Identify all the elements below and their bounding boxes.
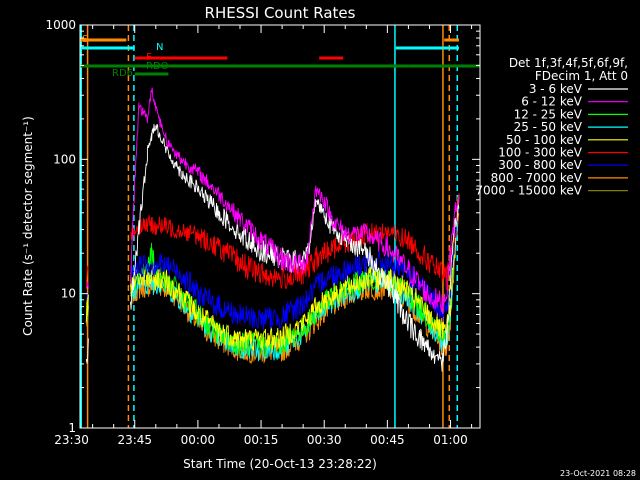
x-tick-label: 23:45 <box>117 433 152 447</box>
y-tick-label: 1 <box>68 421 76 435</box>
series-line <box>85 87 460 314</box>
chart-title: RHESSI Count Rates <box>205 4 356 22</box>
legend-entry-label: 7000 - 15000 keV <box>475 184 582 198</box>
x-tick-label: 00:45 <box>370 433 405 447</box>
legend-entry-label: 800 - 7000 keV <box>491 171 583 185</box>
x-tick-label: 00:15 <box>244 433 279 447</box>
legend-entry-label: 50 - 100 keV <box>506 133 583 147</box>
y-tick-label: 1000 <box>45 18 76 32</box>
legend-header: FDecim 1, Att 0 <box>535 69 628 83</box>
x-tick-label: 00:00 <box>181 433 216 447</box>
footer-timestamp: 23-Oct-2021 08:28 <box>560 469 636 478</box>
flag-label: RD6 <box>112 68 133 79</box>
legend-entry-label: 100 - 300 keV <box>498 146 582 160</box>
y-tick-label: 100 <box>53 152 76 166</box>
series-line <box>85 194 460 351</box>
flag-label: F <box>146 52 152 63</box>
legend-entry-label: 6 - 12 keV <box>521 95 583 109</box>
legend-entry-label: 3 - 6 keV <box>529 82 583 96</box>
x-axis-label: Start Time (20-Oct-13 23:28:22) <box>183 457 377 471</box>
y-axis-label: Count Rate (s⁻¹ detector segment⁻¹) <box>21 116 35 336</box>
flag-label: RDO <box>146 61 169 72</box>
series-line <box>85 193 460 291</box>
legend-entry-label: 300 - 800 keV <box>498 158 582 172</box>
legend-header: Det 1f,3f,4f,5f,6f,9f, <box>509 56 628 70</box>
flag-label: N <box>156 42 163 53</box>
legend-entry-label: 12 - 25 keV <box>514 107 583 121</box>
x-tick-label: 00:30 <box>307 433 342 447</box>
x-tick-label: 23:30 <box>54 433 89 447</box>
x-tick-label: 01:00 <box>433 433 468 447</box>
plot-frame <box>79 24 481 429</box>
legend: Det 1f,3f,4f,5f,6f,9f,FDecim 1, Att 03 -… <box>475 56 628 198</box>
flag-label: S <box>82 34 88 45</box>
legend-entry-label: 25 - 50 keV <box>514 120 583 134</box>
y-tick-label: 10 <box>61 287 76 301</box>
